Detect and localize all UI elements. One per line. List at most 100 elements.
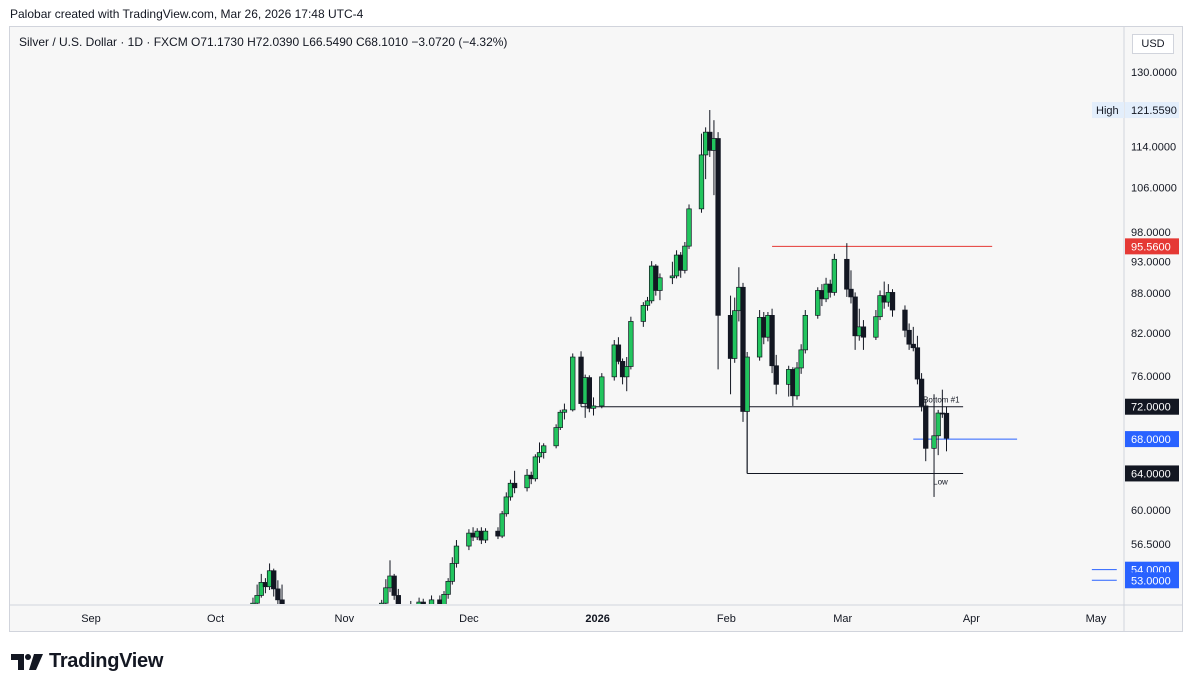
candle-body (482, 530, 489, 541)
candle-body (445, 580, 451, 595)
tradingview-logo-icon (11, 653, 43, 670)
y-tick-label: 130.0000 (1131, 67, 1177, 79)
legend-change: −3.0720 (−4.32%) (411, 35, 508, 49)
candle-body (794, 367, 800, 397)
legend-high-label: H (247, 35, 256, 49)
currency-button[interactable]: USD (1132, 34, 1174, 54)
line-label-low: Low (933, 477, 948, 486)
brand-name: TradingView (49, 650, 164, 672)
x-tick-label: Apr (963, 613, 980, 625)
candle-body (383, 587, 389, 604)
y-tick-label: 114.0000 (1131, 141, 1176, 153)
candle-body (860, 326, 867, 338)
price-label-bg (1125, 102, 1179, 119)
candle-body (628, 321, 634, 367)
x-tick-label: 2026 (585, 613, 609, 625)
legend-close-label: C (355, 35, 365, 49)
x-tick-label: Dec (459, 613, 479, 625)
candle-body (744, 356, 750, 412)
candle-body (408, 607, 413, 610)
candle-body (686, 208, 692, 247)
candle-body (640, 305, 646, 322)
price-label-bg (1125, 238, 1179, 255)
chart-pane[interactable] (9, 26, 1183, 632)
candle-body (395, 595, 401, 604)
candle-body (698, 154, 705, 210)
candle-body (815, 290, 821, 316)
candle-body (590, 405, 597, 409)
candle-body (532, 456, 539, 480)
candle-body (524, 474, 530, 489)
x-tick-label: Sep (81, 613, 101, 625)
legend-open: 71.1730 (200, 35, 244, 49)
candle-body (669, 275, 676, 279)
y-tick-label: 88.0000 (1131, 288, 1171, 300)
candle-body (644, 300, 651, 306)
candle-body (553, 427, 559, 447)
candle-body (258, 582, 264, 596)
legend-low: 66.5490 (309, 35, 353, 49)
candle-body (441, 593, 447, 604)
plot-area: Bottom #1 Low (250, 110, 1117, 610)
x-tick-label: May (1086, 613, 1107, 625)
y-tick-label: 60.0000 (1131, 505, 1171, 517)
candle-body (732, 310, 738, 359)
candle-body (271, 570, 277, 590)
candle-body (275, 588, 281, 601)
candle-body (279, 599, 285, 604)
candle-body (254, 595, 260, 604)
candle-body (420, 601, 426, 604)
candle-body (416, 601, 422, 604)
candle-body (910, 343, 916, 349)
x-tick-label: Mar (833, 613, 852, 625)
x-tick-label: Feb (717, 613, 736, 625)
candle-body (931, 435, 937, 449)
price-label: 53.0000 (1131, 575, 1171, 587)
candle-body (935, 412, 941, 437)
candle-body (557, 411, 563, 428)
candle-body (250, 602, 256, 604)
price-label: 64.0000 (1131, 468, 1171, 480)
candle-body (541, 445, 547, 453)
candle-body (499, 513, 505, 537)
candle-body (599, 376, 605, 407)
candle-body (570, 356, 576, 411)
line-label-bottom-1: Bottom #1 (923, 396, 960, 405)
y-tick-label: 82.0000 (1131, 328, 1171, 340)
price-label: 68.0000 (1131, 434, 1171, 446)
candle-body (449, 563, 455, 582)
candle-body (615, 344, 622, 362)
price-label: 121.5590 (1131, 105, 1177, 117)
price-label-bg (1125, 572, 1179, 589)
candle-body (798, 349, 804, 369)
legend-symbol: Silver / U.S. Dollar · 1D · FXCM (19, 35, 188, 49)
price-label-bg (1125, 431, 1179, 448)
candle-body (943, 412, 950, 439)
price-label: 95.5600 (1131, 241, 1171, 253)
price-label-bg (1125, 465, 1179, 482)
candle-body (379, 602, 385, 604)
candle-body (561, 409, 568, 413)
candle-body (914, 347, 921, 380)
candle-body (852, 296, 858, 337)
symbol-legend: Silver / U.S. Dollar · 1D · FXCM O71.173… (19, 35, 507, 49)
candle-body (831, 258, 838, 293)
plot-layer: Bottom #1 Low (250, 110, 1117, 610)
price-label-bg (1125, 398, 1179, 415)
legend-high: 72.0390 (255, 35, 300, 49)
x-tick-label: Nov (335, 613, 355, 625)
high-tag (1092, 102, 1124, 119)
candle-body (428, 599, 435, 604)
y-tick-label: 76.0000 (1131, 371, 1171, 383)
candle-body (889, 292, 896, 311)
y-tick-label: 98.0000 (1131, 227, 1171, 239)
axis-layer: 130.0000 114.0000 106.0000 98.0000 93.0000 88… (10, 27, 1183, 631)
candle-body (682, 245, 688, 271)
candle-body (923, 405, 929, 449)
candle-body (773, 365, 779, 385)
tradingview-brand[interactable]: TradingView (11, 650, 163, 673)
candle-body (511, 482, 518, 489)
candle-body (877, 295, 883, 318)
candle-body (624, 366, 630, 378)
